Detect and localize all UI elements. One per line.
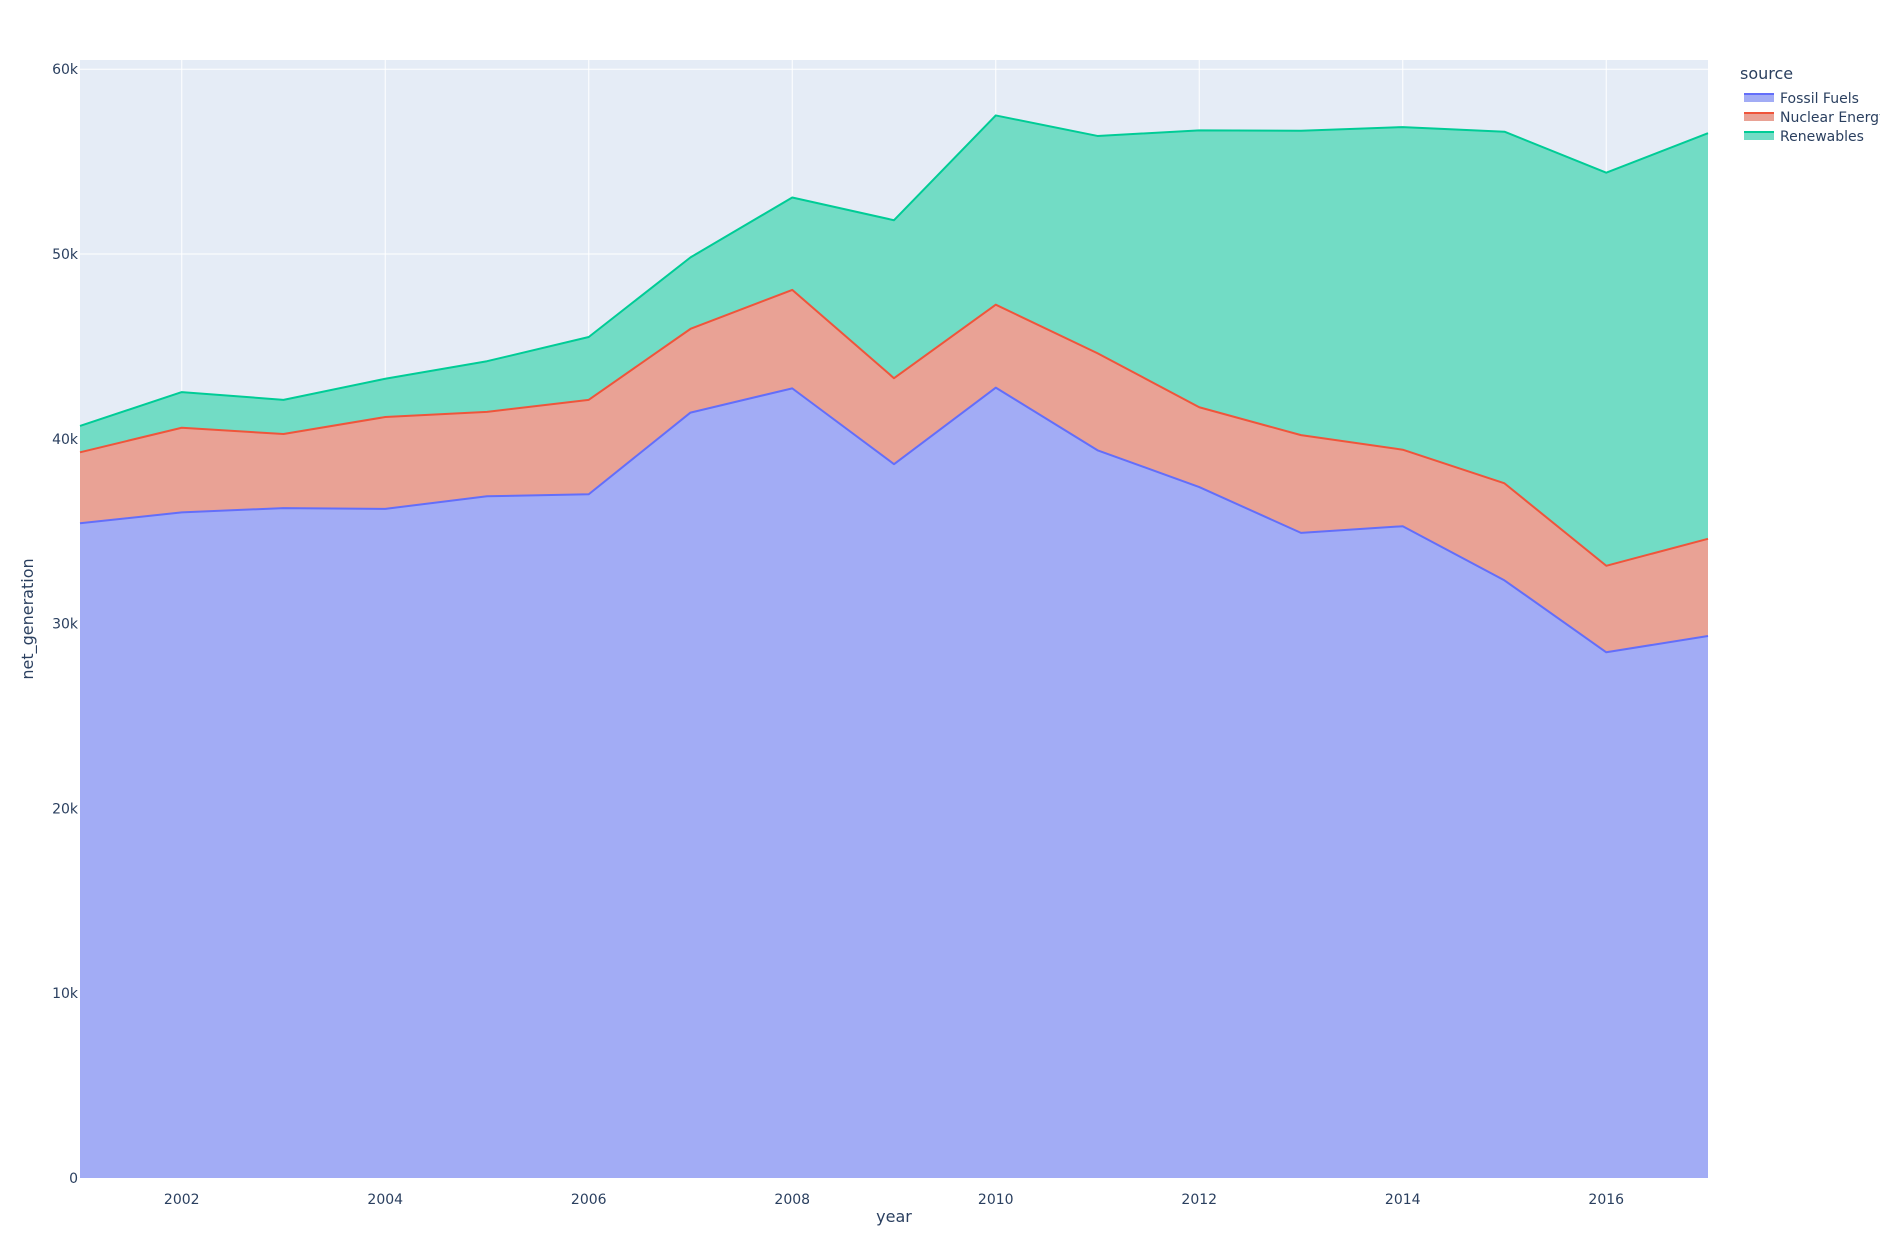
y-axis-title: net_generation xyxy=(18,558,38,679)
x-tick-label: 2002 xyxy=(164,1192,200,1208)
legend-item-renewables[interactable]: Renewables xyxy=(1744,129,1864,145)
legend-swatch xyxy=(1744,94,1774,102)
legend-swatch xyxy=(1744,113,1774,121)
y-tick-label: 20k xyxy=(52,801,79,817)
y-tick-label: 50k xyxy=(52,247,79,263)
area-fossil-fuels[interactable] xyxy=(80,387,1708,1178)
area-nuclear-energy[interactable] xyxy=(80,289,1708,653)
axis-ticks: 2002 2004 2006 2008 2010 2012 2014 2016 0 10k 20k 3… xyxy=(52,62,1624,1208)
y-tick-label: 0 xyxy=(69,1171,78,1187)
x-tick-label: 2006 xyxy=(571,1192,607,1208)
legend-label: Nuclear Energy xyxy=(1780,110,1880,126)
line-renewables[interactable] xyxy=(79,114,1709,427)
x-tick-label: 2016 xyxy=(1588,1192,1624,1208)
legend-item-fossil-fuels[interactable]: Fossil Fuels xyxy=(1744,91,1859,107)
legend-label: Renewables xyxy=(1780,129,1864,145)
legend-swatch xyxy=(1744,132,1774,140)
y-tick-label: 10k xyxy=(52,986,79,1002)
x-tick-label: 2004 xyxy=(367,1192,403,1208)
legend-title: source xyxy=(1740,64,1793,83)
legend-item-nuclear-energy[interactable]: Nuclear Energy xyxy=(1744,110,1880,126)
x-axis-title: year xyxy=(876,1207,912,1226)
x-tick-label: 2014 xyxy=(1385,1192,1421,1208)
y-tick-label: 60k xyxy=(52,62,79,78)
x-tick-label: 2012 xyxy=(1181,1192,1217,1208)
area-renewables[interactable] xyxy=(80,115,1708,566)
series-lines xyxy=(79,114,1709,654)
x-tick-label: 2008 xyxy=(774,1192,810,1208)
series-areas xyxy=(80,115,1708,1178)
legend[interactable]: source Fossil Fuels Nuclear Energy Renewab… xyxy=(1740,64,1880,145)
y-tick-label: 40k xyxy=(52,432,79,448)
legend-label: Fossil Fuels xyxy=(1780,91,1859,107)
legend-items[interactable]: Fossil Fuels Nuclear Energy Renewables xyxy=(1744,91,1880,145)
x-tick-label: 2010 xyxy=(978,1192,1014,1208)
line-nuclear-energy[interactable] xyxy=(79,288,1709,567)
line-fossil-fuels[interactable] xyxy=(79,386,1709,654)
y-tick-label: 30k xyxy=(52,617,79,633)
